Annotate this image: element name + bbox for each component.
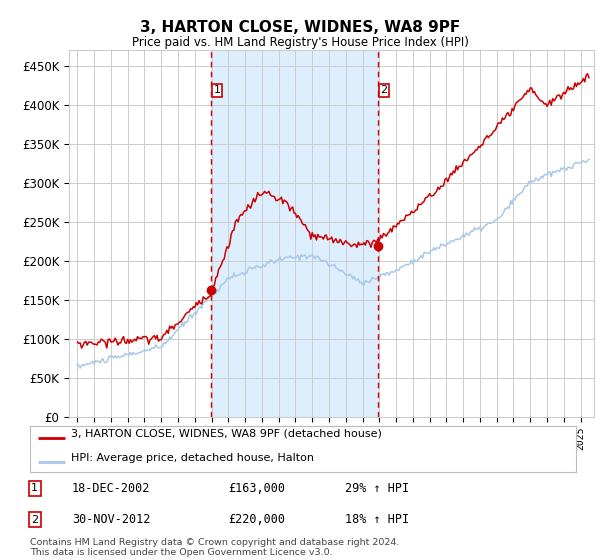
Text: Contains HM Land Registry data © Crown copyright and database right 2024.
This d: Contains HM Land Registry data © Crown c…	[30, 538, 400, 557]
Text: 29% ↑ HPI: 29% ↑ HPI	[345, 482, 409, 495]
Text: 2: 2	[31, 515, 38, 525]
Text: 1: 1	[214, 85, 220, 95]
Text: 3, HARTON CLOSE, WIDNES, WA8 9PF (detached house): 3, HARTON CLOSE, WIDNES, WA8 9PF (detach…	[71, 428, 382, 438]
Text: 1: 1	[31, 483, 38, 493]
Text: 18% ↑ HPI: 18% ↑ HPI	[345, 513, 409, 526]
Bar	[211, 50, 378, 417]
Text: Price paid vs. HM Land Registry's House Price Index (HPI): Price paid vs. HM Land Registry's House …	[131, 36, 469, 49]
Text: 18-DEC-2002: 18-DEC-2002	[72, 482, 151, 495]
Text: 3, HARTON CLOSE, WIDNES, WA8 9PF: 3, HARTON CLOSE, WIDNES, WA8 9PF	[140, 20, 460, 35]
Text: HPI: Average price, detached house, Halton: HPI: Average price, detached house, Halt…	[71, 453, 314, 463]
Text: 2: 2	[380, 85, 388, 95]
Text: £220,000: £220,000	[228, 513, 285, 526]
Text: 30-NOV-2012: 30-NOV-2012	[72, 513, 151, 526]
Text: £163,000: £163,000	[228, 482, 285, 495]
